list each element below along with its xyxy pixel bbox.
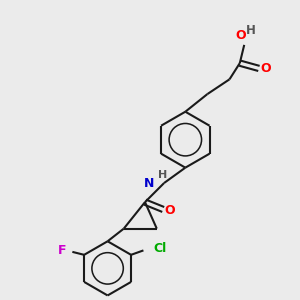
Text: Cl: Cl (154, 242, 167, 255)
Text: O: O (236, 29, 246, 42)
Text: H: H (246, 24, 256, 37)
Text: N: N (144, 177, 155, 190)
Text: H: H (158, 170, 167, 180)
Text: O: O (164, 204, 175, 217)
Text: O: O (260, 62, 271, 75)
Text: F: F (57, 244, 66, 257)
